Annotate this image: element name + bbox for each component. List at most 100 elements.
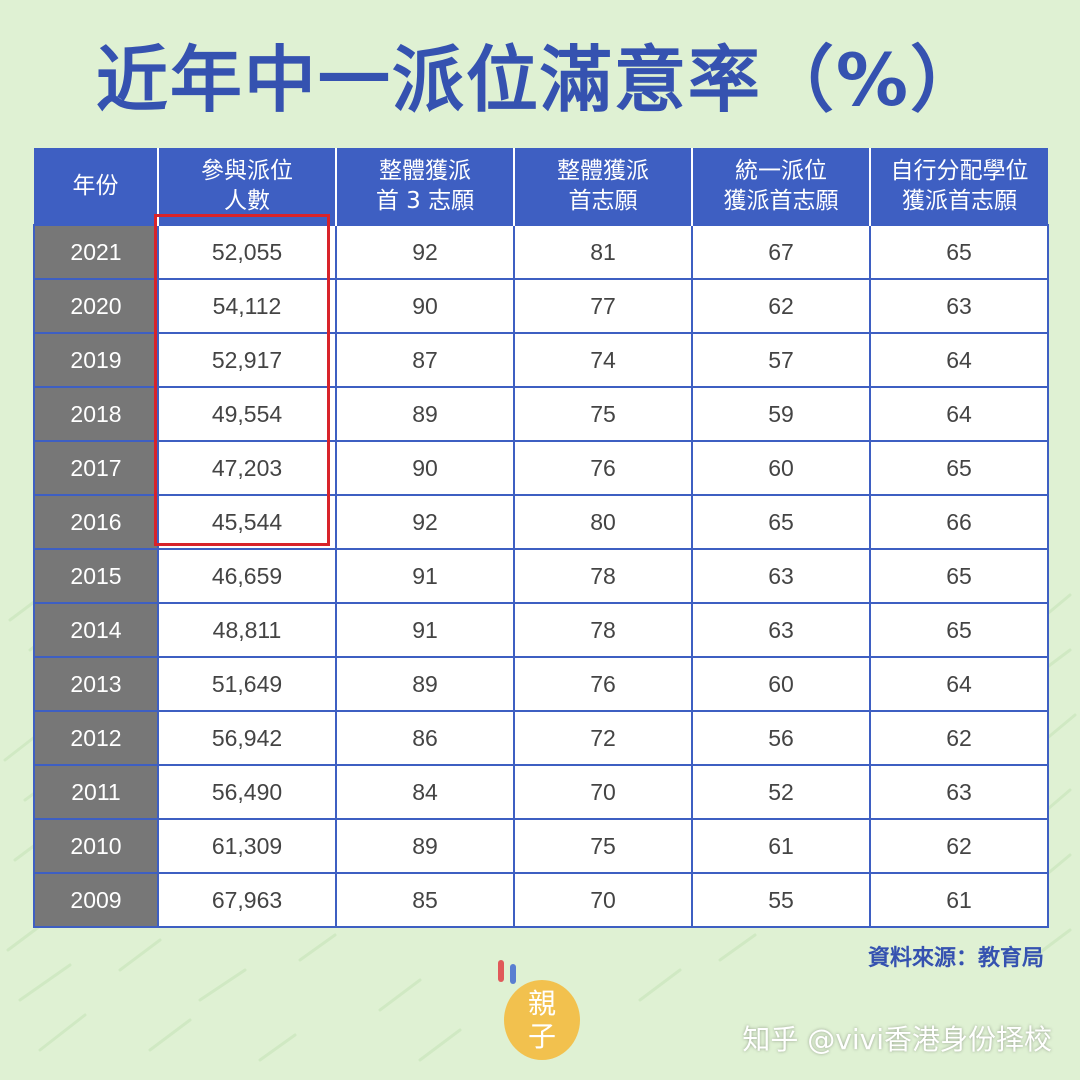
year-cell: 2009 [33,872,159,928]
year-cell: 2016 [33,494,159,550]
value-cell: 92 [335,224,515,280]
value-cell: 70 [513,764,693,820]
table-row: 2020 54,112 90 77 62 63 [33,278,1049,334]
egg-logo-icon: 親 子 [498,960,580,1060]
value-cell: 78 [513,602,693,658]
value-cell: 59 [691,386,871,442]
value-cell: 81 [513,224,693,280]
value-cell: 62 [869,818,1049,874]
value-cell: 85 [335,872,515,928]
table-row: 2012 56,942 86 72 56 62 [33,710,1049,766]
column-header-text: 統一派位 [735,158,827,184]
column-header-2: 整體獲派首 3 志願 [335,148,514,225]
value-cell: 65 [869,602,1049,658]
table-row: 2017 47,203 90 76 60 65 [33,440,1049,496]
value-cell: 45,544 [157,494,337,550]
table-row: 2021 52,055 92 81 67 65 [33,224,1049,280]
table-row: 2013 51,649 89 76 60 64 [33,656,1049,712]
table-header-row: 年份 參與派位人數 整體獲派首 3 志願 整體獲派 首志願 統一派位 獲派首志願 自行分配學位… [34,148,1048,225]
value-cell: 57 [691,332,871,388]
column-header-0: 年份 [34,148,158,225]
year-cell: 2014 [33,602,159,658]
value-cell: 89 [335,386,515,442]
satisfaction-table-container: 年份 參與派位人數 整體獲派首 3 志願 整體獲派 首志願 統一派位 獲派首志願 自行分配學位… [33,148,1049,928]
value-cell: 63 [869,278,1049,334]
value-cell: 91 [335,548,515,604]
column-header-5: 自行分配學位 獲派首志願 [869,148,1048,225]
value-cell: 47,203 [157,440,337,496]
value-cell: 76 [513,440,693,496]
value-cell: 56,490 [157,764,337,820]
value-cell: 52,917 [157,332,337,388]
value-cell: 48,811 [157,602,337,658]
column-header-3: 整體獲派 首志願 [513,148,692,225]
satisfaction-table: 年份 參與派位人數 整體獲派首 3 志願 整體獲派 首志願 統一派位 獲派首志願 自行分配學位… [33,148,1049,928]
value-cell: 54,112 [157,278,337,334]
year-cell: 2017 [33,440,159,496]
year-cell: 2011 [33,764,159,820]
value-cell: 67 [691,224,871,280]
value-cell: 62 [691,278,871,334]
value-cell: 63 [869,764,1049,820]
value-cell: 90 [335,278,515,334]
value-cell: 77 [513,278,693,334]
value-cell: 61 [869,872,1049,928]
value-cell: 74 [513,332,693,388]
value-cell: 63 [691,602,871,658]
value-cell: 90 [335,440,515,496]
column-header-text: 參與派位 [201,158,293,184]
year-cell: 2010 [33,818,159,874]
table-row: 2010 61,309 89 75 61 62 [33,818,1049,874]
value-cell: 46,659 [157,548,337,604]
value-cell: 72 [513,710,693,766]
value-cell: 55 [691,872,871,928]
column-header-text: 整體獲派 [557,158,649,184]
year-cell: 2015 [33,548,159,604]
value-cell: 87 [335,332,515,388]
year-cell: 2012 [33,710,159,766]
value-cell: 67,963 [157,872,337,928]
column-header-4: 統一派位 獲派首志願 [691,148,870,225]
year-cell: 2021 [33,224,159,280]
value-cell: 65 [691,494,871,550]
value-cell: 65 [869,548,1049,604]
column-header-text: 整體獲派 [379,158,471,184]
value-cell: 60 [691,656,871,712]
table-row: 2011 56,490 84 70 52 63 [33,764,1049,820]
value-cell: 64 [869,332,1049,388]
value-cell: 89 [335,656,515,712]
value-cell: 92 [335,494,515,550]
table-row: 2015 46,659 91 78 63 65 [33,548,1049,604]
value-cell: 52,055 [157,224,337,280]
value-cell: 65 [869,440,1049,496]
year-cell: 2019 [33,332,159,388]
value-cell: 89 [335,818,515,874]
value-cell: 64 [869,656,1049,712]
year-cell: 2018 [33,386,159,442]
value-cell: 63 [691,548,871,604]
value-cell: 86 [335,710,515,766]
table-body: 2021 52,055 92 81 67 65 2020 54,112 90 77 62 63 2019… [33,224,1049,928]
value-cell: 75 [513,386,693,442]
value-cell: 49,554 [157,386,337,442]
table-row: 2016 45,544 92 80 65 66 [33,494,1049,550]
table-row: 2019 52,917 87 74 57 64 [33,332,1049,388]
table-row: 2009 67,963 85 70 55 61 [33,872,1049,928]
column-header-text: 自行分配學位 [890,158,1029,184]
logo-text-1: 親 [528,987,556,1020]
column-header-text: 人數 [224,188,270,214]
value-cell: 75 [513,818,693,874]
column-header-text: 年份 [72,173,119,199]
value-cell: 51,649 [157,656,337,712]
value-cell: 56,942 [157,710,337,766]
value-cell: 65 [869,224,1049,280]
value-cell: 61,309 [157,818,337,874]
value-cell: 56 [691,710,871,766]
value-cell: 84 [335,764,515,820]
value-cell: 76 [513,656,693,712]
value-cell: 91 [335,602,515,658]
value-cell: 66 [869,494,1049,550]
value-cell: 60 [691,440,871,496]
page-title: 近年中一派位滿意率（%） [95,38,985,122]
year-cell: 2013 [33,656,159,712]
